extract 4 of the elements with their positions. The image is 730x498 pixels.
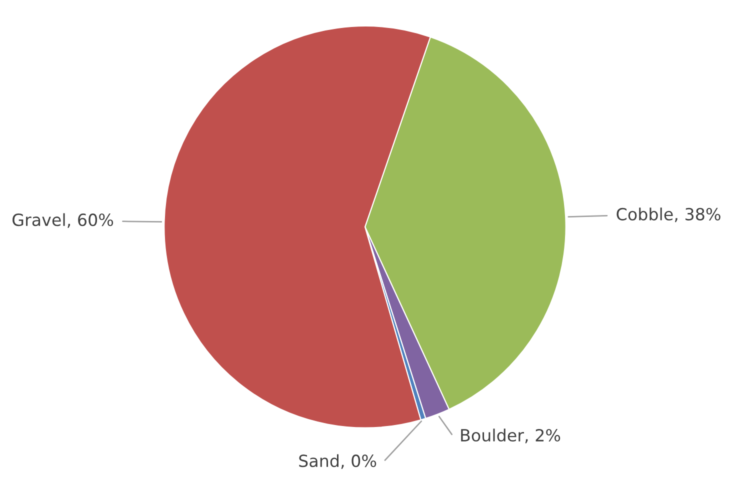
slice-label: Boulder, 2% — [461, 428, 560, 444]
slice-label: Gravel, 60% — [12, 213, 114, 228]
slice-label: Sand, 0% — [299, 454, 376, 469]
slice-label: Cobble, 38% — [616, 208, 720, 222]
